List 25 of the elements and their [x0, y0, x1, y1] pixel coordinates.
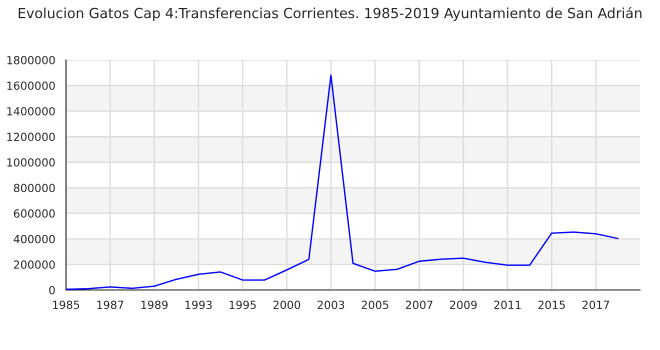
y-tick-label: 1600000	[7, 82, 55, 90]
x-tick-label: 2015	[538, 300, 565, 310]
y-tick-label: 600000	[14, 209, 55, 218]
x-tick-label: 1993	[186, 300, 212, 310]
y-tick-label: 200000	[14, 260, 55, 269]
line-series	[66, 74, 619, 290]
y-tick-label: 800000	[14, 184, 55, 192]
y-tick-label: 0	[49, 286, 55, 294]
x-tick-label: 1987	[97, 300, 124, 310]
x-tick-label: 2017	[582, 300, 610, 310]
x-tick-label: 2003	[318, 300, 344, 310]
x-tick-label: 2007	[406, 300, 432, 310]
y-tick-label: 1000000	[7, 158, 55, 167]
x-tick-label: 2011	[494, 300, 521, 310]
x-tick-label: 2000	[273, 300, 300, 310]
y-tick-label: 1400000	[7, 107, 55, 116]
chart-title: Evolucion Gatos Cap 4:Transferencias Corrientes. 1985-2019 Ayuntamiento de San Adrián	[18, 7, 642, 21]
y-tick-label: 1800000	[7, 56, 55, 64]
y-tick-label: 1200000	[7, 132, 55, 142]
x-tick-label: 1989	[141, 300, 168, 310]
x-tick-label: 2009	[450, 300, 477, 310]
x-tick-label: 1985	[53, 300, 80, 310]
x-tick-label: 1995	[230, 300, 256, 310]
x-tick-label: 2005	[362, 300, 388, 310]
y-tick-label: 400000	[14, 234, 55, 244]
